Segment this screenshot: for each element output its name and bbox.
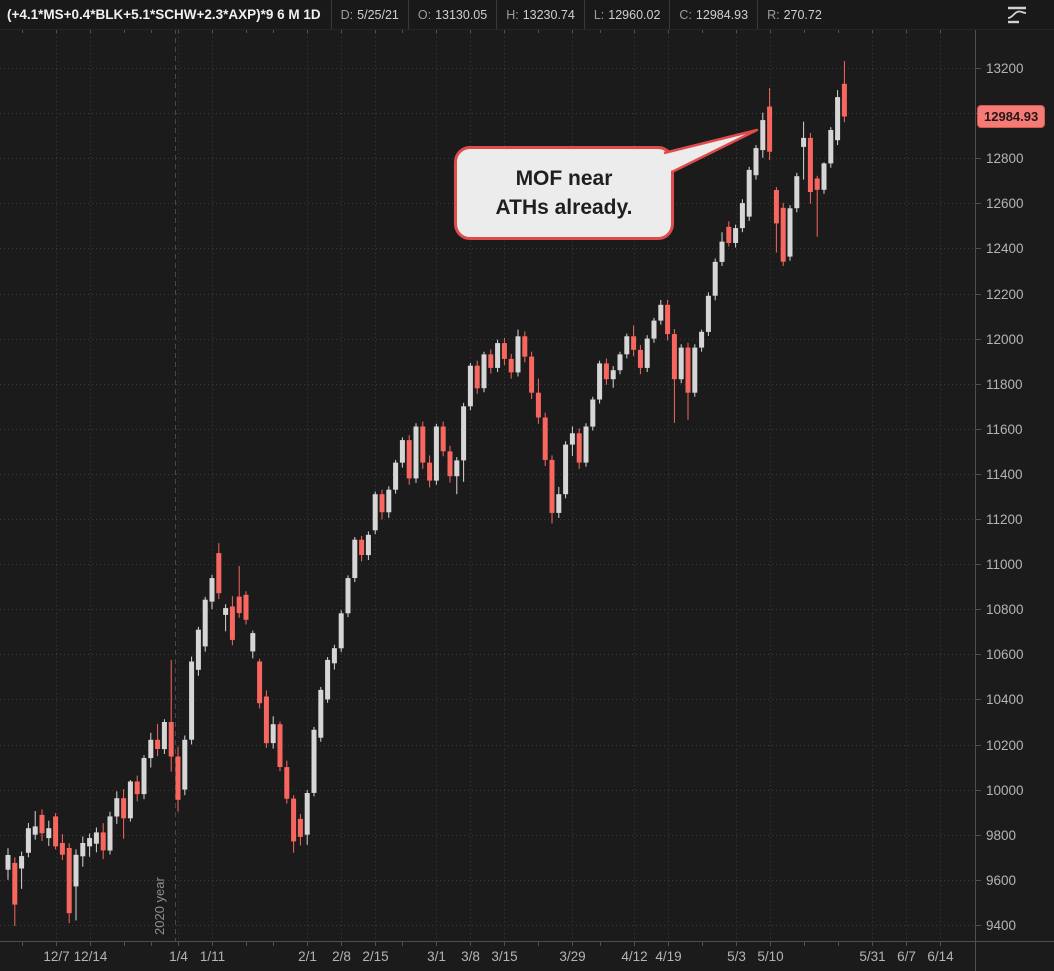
svg-text:1/11: 1/11 <box>200 949 225 964</box>
price-axis[interactable] <box>976 29 1054 941</box>
symbol-info-bar: (+4.1*MS+0.4*BLK+5.1*SCHW+2.3*AXP)*9 6 M… <box>0 0 1054 30</box>
field-key: O: <box>417 7 432 22</box>
svg-text:3/8: 3/8 <box>461 949 480 964</box>
ohlc-field-close: C: 12984.93 <box>669 0 757 29</box>
svg-text:9800: 9800 <box>986 828 1016 843</box>
svg-text:6/7: 6/7 <box>897 949 916 964</box>
svg-text:11200: 11200 <box>986 512 1023 527</box>
svg-text:5/3: 5/3 <box>727 949 746 964</box>
svg-text:3/1: 3/1 <box>427 949 446 964</box>
svg-text:12400: 12400 <box>986 241 1024 256</box>
svg-text:5/10: 5/10 <box>757 949 783 964</box>
field-key: R: <box>767 7 780 22</box>
svg-text:12/14: 12/14 <box>74 949 108 964</box>
year-marker-label: 2020 year <box>152 877 167 935</box>
time-axis[interactable] <box>0 942 1054 971</box>
svg-text:11800: 11800 <box>986 377 1023 392</box>
svg-text:4/19: 4/19 <box>655 949 681 964</box>
field-value: 13230.74 <box>522 7 575 22</box>
svg-text:13200: 13200 <box>986 61 1024 76</box>
svg-text:9600: 9600 <box>986 873 1016 888</box>
svg-text:12800: 12800 <box>986 151 1024 166</box>
annotation-callout[interactable]: MOF near ATHs already. <box>454 146 674 240</box>
svg-text:10800: 10800 <box>986 602 1024 617</box>
field-value: 270.72 <box>783 7 822 22</box>
ohlc-field-low: L: 12960.02 <box>583 0 670 29</box>
svg-text:12/7: 12/7 <box>43 949 69 964</box>
svg-text:12600: 12600 <box>986 196 1024 211</box>
svg-text:2/8: 2/8 <box>332 949 351 964</box>
svg-text:1/4: 1/4 <box>169 949 188 964</box>
annotation-line-1: MOF near <box>515 167 613 190</box>
svg-text:4/12: 4/12 <box>621 949 647 964</box>
svg-text:2/1: 2/1 <box>298 949 317 964</box>
field-value: 12960.02 <box>608 7 661 22</box>
svg-text:12000: 12000 <box>986 332 1024 347</box>
ohlc-field-range: R: 270.72 <box>757 0 831 29</box>
svg-text:12200: 12200 <box>986 287 1024 302</box>
svg-text:10600: 10600 <box>986 647 1024 662</box>
svg-text:6/14: 6/14 <box>927 949 954 964</box>
svg-text:5/31: 5/31 <box>859 949 885 964</box>
annotation-line-2: ATHs already. <box>495 196 633 219</box>
field-key: C: <box>679 7 692 22</box>
ohlc-field-open: O: 13130.05 <box>407 0 496 29</box>
field-value: 13130.05 <box>435 7 488 22</box>
chart-style-icon[interactable] <box>1004 3 1030 26</box>
last-price-label: 12984.93 <box>977 105 1046 129</box>
field-value: 5/25/21 <box>357 7 399 22</box>
svg-text:3/29: 3/29 <box>559 949 585 964</box>
svg-text:11600: 11600 <box>986 422 1023 437</box>
field-key: D: <box>340 7 354 22</box>
svg-text:3/15: 3/15 <box>491 949 517 964</box>
ohlc-field-high: H: 13230.74 <box>496 0 584 29</box>
symbol-title[interactable]: (+4.1*MS+0.4*BLK+5.1*SCHW+2.3*AXP)*9 6 M… <box>7 7 321 22</box>
svg-text:10000: 10000 <box>986 783 1024 798</box>
svg-text:10400: 10400 <box>986 692 1024 707</box>
svg-text:2/15: 2/15 <box>362 949 388 964</box>
svg-text:10200: 10200 <box>986 738 1024 753</box>
svg-text:9400: 9400 <box>986 918 1016 933</box>
field-key: H: <box>506 7 519 22</box>
svg-text:11400: 11400 <box>986 467 1023 482</box>
svg-text:11000: 11000 <box>986 557 1023 572</box>
field-value: 12984.93 <box>695 7 749 22</box>
ohlc-field-date: D: 5/25/21 <box>330 0 408 29</box>
field-key: L: <box>593 7 605 22</box>
